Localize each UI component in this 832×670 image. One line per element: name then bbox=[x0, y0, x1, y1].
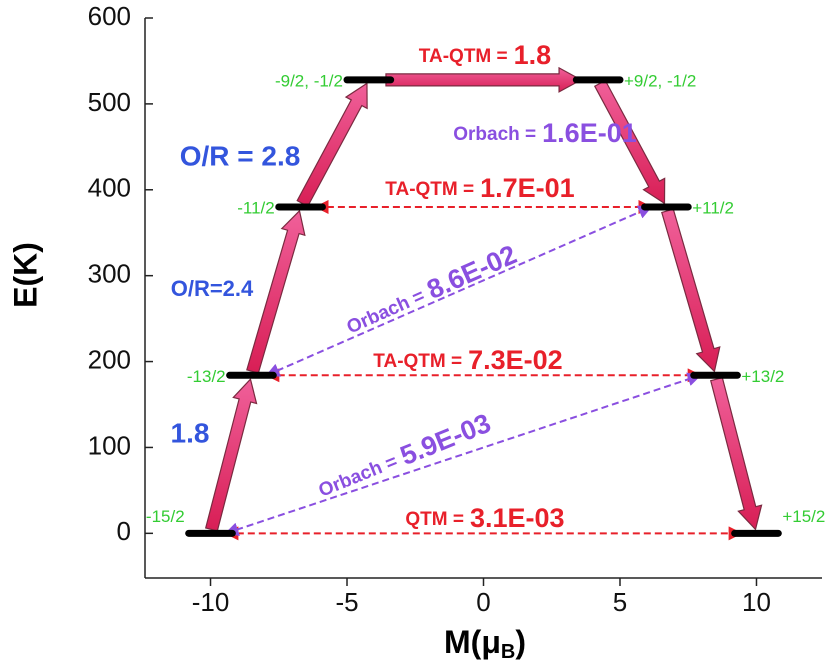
transition-name: Orbach = bbox=[316, 451, 401, 502]
transition-name: TA-QTM = bbox=[419, 46, 508, 67]
y-tick-label: 400 bbox=[88, 173, 131, 203]
x-axis-label: M(μB) bbox=[444, 624, 526, 663]
x-axis-label-part: ) bbox=[515, 624, 526, 660]
level-label: +11/2 bbox=[692, 198, 734, 217]
transition-label: TA-QTM = 1.8 bbox=[419, 40, 551, 70]
transition-value: 7.3E-02 bbox=[468, 345, 563, 375]
relaxation-arrow bbox=[661, 208, 721, 373]
y-tick-label: 300 bbox=[88, 259, 131, 289]
y-axis-label: E(K) bbox=[7, 242, 43, 308]
transition-label: Orbach =5.9E-03 bbox=[314, 408, 495, 505]
transition-name: Orbach = bbox=[453, 124, 536, 145]
y-tick-label: 500 bbox=[88, 87, 131, 117]
relaxation-arrow bbox=[385, 66, 583, 93]
x-tick-label: 10 bbox=[742, 587, 771, 617]
transition-value: 1.7E-01 bbox=[480, 173, 575, 203]
transition-label: QTM = 3.1E-03 bbox=[405, 503, 564, 533]
transition-value: 1.6E-01 bbox=[542, 118, 637, 148]
y-tick-label: 600 bbox=[88, 1, 131, 31]
transition-value: 1.8 bbox=[514, 40, 552, 70]
level-label: +15/2 bbox=[782, 507, 825, 526]
level-label: -13/2 bbox=[187, 367, 226, 386]
transition-arrow bbox=[224, 372, 702, 536]
level-label: -15/2 bbox=[146, 507, 185, 526]
relaxation-arrow bbox=[246, 209, 306, 374]
y-tick-label: 100 bbox=[88, 430, 131, 460]
transition-value: 5.9E-03 bbox=[396, 408, 495, 471]
annotation: O/R = 2.8 bbox=[180, 140, 301, 171]
x-tick-label: 0 bbox=[476, 587, 490, 617]
transition-label: Orbach =8.6E-02 bbox=[341, 239, 521, 341]
level-label: +9/2, -1/2 bbox=[624, 71, 696, 90]
x-axis-label-sub: B bbox=[501, 641, 515, 663]
relaxation-arrow bbox=[296, 82, 368, 208]
x-axis-label-part: M(μ bbox=[444, 624, 501, 660]
level-label: -11/2 bbox=[237, 198, 275, 217]
transition-label: Orbach = 1.6E-01 bbox=[453, 118, 636, 148]
relaxation-arrow bbox=[710, 376, 763, 531]
level-label: +13/2 bbox=[741, 367, 784, 386]
x-tick-label: -5 bbox=[335, 587, 358, 617]
x-tick-label: 5 bbox=[613, 587, 627, 617]
y-tick-label: 0 bbox=[117, 516, 131, 546]
relaxation-arrow bbox=[204, 377, 258, 532]
transition-value: 8.6E-02 bbox=[423, 239, 522, 305]
transition-name: TA-QTM = bbox=[373, 351, 462, 372]
transition-label: TA-QTM = 1.7E-01 bbox=[385, 173, 574, 203]
annotation: O/R=2.4 bbox=[171, 276, 254, 301]
transition-label: TA-QTM = 7.3E-02 bbox=[373, 345, 562, 375]
x-tick-label: -10 bbox=[192, 587, 230, 617]
relaxation-arrow bbox=[593, 79, 666, 205]
transition-name: Orbach = bbox=[344, 286, 428, 339]
transition-name: QTM = bbox=[405, 509, 464, 530]
level-label: -9/2, -1/2 bbox=[275, 71, 343, 90]
y-tick-label: 200 bbox=[88, 344, 131, 374]
transition-name: TA-QTM = bbox=[385, 179, 474, 200]
annotation: 1.8 bbox=[171, 417, 210, 448]
transition-value: 3.1E-03 bbox=[470, 503, 565, 533]
transition-arrow bbox=[265, 205, 653, 377]
